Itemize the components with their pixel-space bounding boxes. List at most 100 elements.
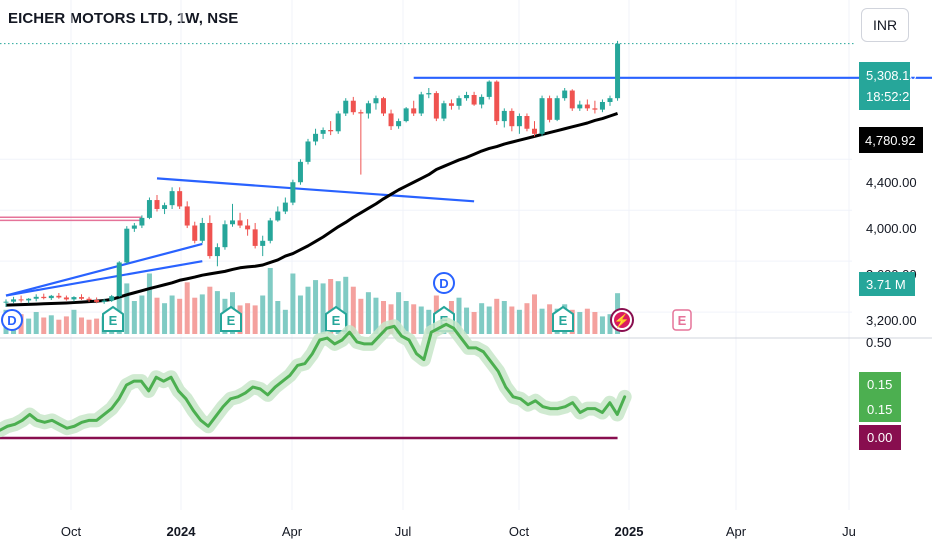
candle-body [275,211,281,221]
candle-body [79,297,84,299]
volume-bar [509,306,515,334]
candle-body [101,300,107,302]
candle-body [343,100,349,114]
event-marker-flash[interactable]: ⚡ [610,308,634,332]
event-marker-letter: ⚡ [614,313,630,329]
event-marker-d[interactable]: D [433,272,455,294]
trend-line [156,177,475,203]
time-tick-2024: 2024 [167,524,197,539]
candle-body [214,247,220,257]
candle-body [56,295,62,298]
candle-body [562,90,568,99]
candle-body [418,94,424,114]
event-markers[interactable]: D E E EDE E ⚡ E [1,272,692,332]
event-marker-e[interactable]: E [325,305,347,332]
volume-bar [479,303,485,334]
volume-bar [547,304,553,334]
indicator-badge-1 [859,372,901,397]
volume-badge [859,272,915,296]
candle-body [426,93,432,95]
candle-body [381,98,386,114]
volume-bar [214,291,220,334]
candle-body [139,217,145,226]
earnings-future-shape [672,309,692,331]
volume-bar [146,273,152,334]
candle-body [328,130,334,132]
volume-bar [177,298,183,334]
volume-bar [245,303,251,334]
volume-bar [267,268,273,334]
time-tick-2025: 2025 [615,524,644,539]
time-tick-jul-2025: Ju [842,524,856,539]
indicator-badge-3 [859,425,901,450]
time-axis[interactable]: Oct 2024 Apr Jul Oct 2025 Apr Ju [61,524,856,539]
trend-line [5,260,203,297]
candle-body [494,81,500,122]
candle-body [71,297,77,300]
moving-average-line [5,112,619,307]
volume-bar [207,286,213,334]
candle-body [448,103,454,106]
event-marker-d[interactable]: D [1,309,23,331]
price-tick-1: 4,400.00 [866,175,917,190]
price-axis[interactable]: 4,400.00 4,000.00 3,600.00 3,200.00 0.50… [859,62,923,450]
candle-body [411,108,417,114]
candle-body [48,295,54,299]
volume-bar [184,282,190,334]
candle-body [245,225,251,230]
event-marker-e[interactable]: E [220,305,242,332]
flash-inner [614,312,630,328]
candle-body [199,222,205,241]
volume-bar [79,317,84,334]
candle-body [313,133,319,142]
event-marker-e[interactable]: E [102,305,124,332]
candle-body [192,225,198,241]
event-marker-e-future[interactable]: E [672,309,692,331]
volume-bar [599,316,605,334]
volume-bar [426,309,432,334]
volume-label: 3.71 M [866,277,906,292]
support-lines [0,216,142,222]
ma-value-badge [859,127,923,153]
candle-body [532,128,537,134]
ma-value-label: 4,780.92 [865,133,916,148]
volume-bar [524,303,530,334]
volume-bar [56,319,62,334]
volume-bar [297,295,303,334]
time-tick-jul-2024: Jul [395,524,412,539]
candle-body [207,222,213,257]
volume-bar [584,308,590,334]
volume-bar [396,292,402,334]
volume-bar [275,301,281,334]
candle-body [554,98,560,120]
candle-body [547,98,553,120]
candle-body [433,93,439,119]
candle-body [26,298,32,301]
candle-body [131,225,137,229]
candle-body [486,81,492,97]
volume-bar [33,312,39,334]
volume-bar [26,318,32,334]
volume-bar [139,295,145,334]
time-tick-apr-2024: Apr [282,524,303,539]
candle-body [335,113,341,132]
currency-button[interactable]: INR [861,8,909,42]
price-tick-4: 3,200.00 [866,313,917,328]
candle-body [501,110,507,122]
volume-bar [313,280,319,334]
volume-bar [290,273,296,334]
volume-bar [116,273,122,334]
volume-bar [252,305,258,334]
indicator-badge-2 [859,397,901,422]
candles [3,40,621,308]
candle-body [154,200,160,209]
volume-bar [358,298,364,334]
volume-bar [320,283,326,334]
candle-body [282,202,288,212]
volume-bar [494,298,500,334]
earnings-shape [220,305,242,332]
event-marker-e[interactable]: E [552,305,574,332]
candle-body [41,296,47,299]
time-tick-apr-2025: Apr [726,524,747,539]
